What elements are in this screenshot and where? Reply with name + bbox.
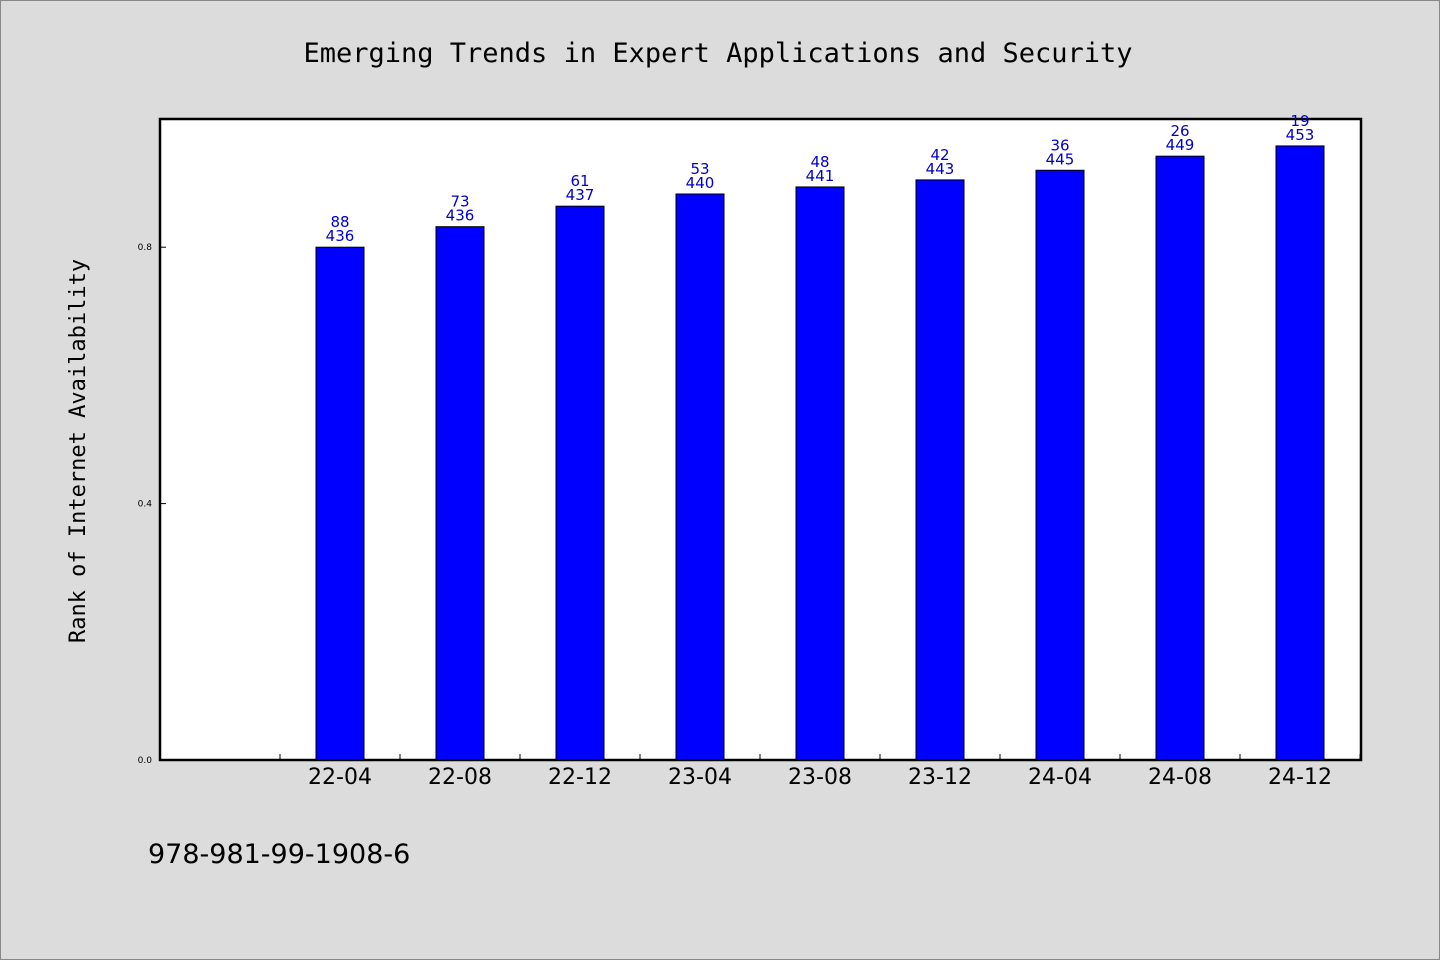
- x-tick-label: 23-04: [668, 765, 732, 790]
- x-axis-ticks: 22-04 22-08 22-12 23-04 23-08 23-12 24-04 24-08…: [279, 754, 1361, 790]
- x-tick-label: 22-12: [548, 765, 612, 790]
- bar-24-04: [1035, 169, 1085, 761]
- bar-22-12: [555, 205, 605, 761]
- data-label-bottom: 453: [1286, 126, 1315, 144]
- bars-group: 8843673436614375344048441424433644526449…: [315, 112, 1325, 761]
- data-label-bottom: 443: [926, 160, 955, 178]
- data-label-top: 36: [1050, 136, 1069, 154]
- bar-23-04: [675, 193, 725, 761]
- data-label-bottom: 441: [806, 167, 835, 185]
- x-tick-label: 24-08: [1148, 765, 1212, 790]
- bar-24-12: [1275, 145, 1325, 761]
- bar-23-12: [915, 179, 965, 761]
- data-label-top: 88: [330, 213, 349, 231]
- x-tick-label: 24-04: [1028, 765, 1092, 790]
- y-tick-label: 0.0: [138, 756, 153, 766]
- data-label-top: 61: [570, 172, 589, 190]
- data-label-top: 48: [810, 153, 829, 171]
- data-label-bottom: 440: [686, 174, 715, 192]
- x-tick-label: 24-12: [1268, 765, 1332, 790]
- data-label-bottom: 445: [1046, 150, 1075, 168]
- data-label-bottom: 449: [1166, 136, 1195, 154]
- x-tick-label: 22-08: [428, 765, 492, 790]
- data-label-top: 53: [690, 160, 709, 178]
- x-tick-label: 22-04: [308, 765, 372, 790]
- y-tick-label: 0.8: [138, 243, 153, 253]
- x-tick-label: 23-08: [788, 765, 852, 790]
- y-axis-label: Rank of Internet Availability: [66, 259, 91, 643]
- data-label-top: 42: [930, 146, 949, 164]
- chart-title: Emerging Trends in Expert Applications a…: [303, 38, 1132, 69]
- x-tick-label: 23-12: [908, 765, 972, 790]
- data-label-top: 73: [450, 193, 469, 211]
- bar-24-08: [1155, 155, 1205, 761]
- footer-isbn: 978-981-99-1908-6: [148, 839, 410, 870]
- data-label-bottom: 436: [446, 207, 475, 225]
- bar-23-08: [795, 186, 845, 761]
- y-tick-label: 0.4: [138, 500, 153, 510]
- bar-22-04: [315, 246, 365, 761]
- data-label-bottom: 437: [566, 186, 595, 204]
- data-label-bottom: 436: [326, 227, 355, 245]
- y-axis-ticks: 0.0 0.4 0.8: [138, 243, 166, 766]
- bar-22-08: [435, 226, 485, 761]
- data-label-top: 19: [1290, 112, 1309, 130]
- data-label-top: 26: [1170, 122, 1189, 140]
